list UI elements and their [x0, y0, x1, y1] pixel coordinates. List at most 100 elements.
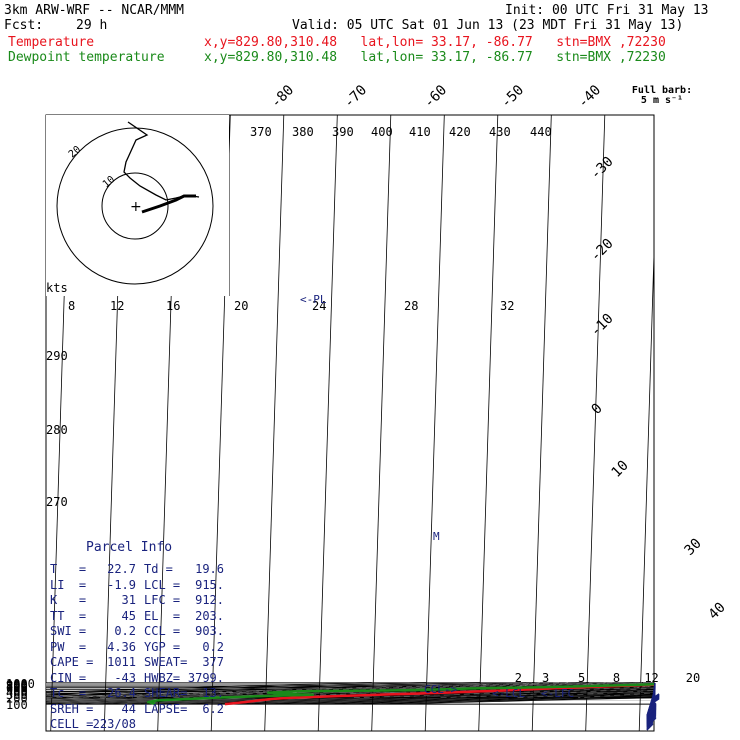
moist-adiabat [171, 682, 640, 699]
isotherm-label-40: 40 [706, 600, 729, 623]
parcel-value: 903. [195, 624, 224, 638]
mixing-ratio-line [637, 685, 654, 688]
theta-label-380: 380 [292, 125, 314, 139]
full-barb-line2: 5 m s⁻¹ [640, 95, 684, 106]
parcel-key: EL = [144, 608, 181, 623]
parcel-value: 13. [202, 686, 224, 700]
parcel-key: CCL = [144, 624, 181, 638]
moist-adiabat [353, 685, 654, 699]
parcel-key: SREH = [50, 701, 94, 716]
isotherm [371, 115, 392, 731]
parcel-key: LFC = [144, 593, 181, 607]
pressure-label-800: 800 [6, 679, 28, 693]
lcl-annotation: <-LCL [492, 687, 525, 700]
temperature-legend: Temperature [8, 35, 95, 50]
parcel-key: LCL = [144, 577, 181, 592]
parcel-key: YGP = [144, 639, 181, 654]
parcel-value: 22.7 [107, 562, 136, 576]
isotherm [585, 115, 606, 731]
parcel-value: 377 [202, 655, 224, 669]
dry-adiabat [46, 682, 372, 693]
parcel-key: T = [50, 562, 87, 576]
isotherm-label--30: -30 [588, 154, 617, 183]
ccl-annotation: CCL-> [424, 683, 457, 696]
dry-adiabat [196, 691, 654, 705]
hodograph-ring-1 [101, 172, 169, 240]
parcel-key: Tc = [50, 686, 87, 700]
isotherm-label--10: -10 [588, 311, 617, 340]
wind-barb-flag [646, 722, 654, 730]
dry-adiabat [140, 690, 654, 705]
parcel-value: 45 [121, 608, 136, 623]
parcel-value: 31 [121, 593, 136, 607]
forecast-hour: 29 h [76, 18, 108, 33]
wind-ring-label-16: 16 [166, 299, 180, 313]
adiabat-label-290: 290 [46, 349, 68, 363]
parcel-value: 223/08 [92, 717, 136, 731]
parcel-key: SHEAR= [144, 686, 188, 700]
isotherm [693, 115, 712, 731]
theta-label-420: 420 [449, 125, 471, 139]
mixing-ratio-label-12: 12 [644, 671, 658, 685]
dry-adiabat [279, 694, 654, 705]
dry-adiabat [168, 690, 654, 705]
adiabat-label-280: 280 [46, 423, 68, 437]
parcel-value: 26.4 [107, 686, 136, 700]
isotherm [531, 115, 552, 731]
moist-adiabat [516, 689, 654, 699]
isotherm-label--70: -70 [341, 82, 370, 111]
parcel-value: 19.6 [195, 562, 224, 576]
init-time: Init: 00 UTC Fri 31 May 13 [505, 3, 709, 18]
wind-ring-label-20: 20 [234, 299, 248, 313]
hodograph-ring-2 [56, 127, 214, 285]
parcel-value: 44 [121, 701, 136, 716]
wind-barb-low [652, 682, 656, 698]
dry-adiabat [46, 682, 481, 696]
parcel-value: 912. [195, 593, 224, 607]
isotherm-label-0: 0 [589, 401, 606, 418]
lfc-annotation: <-LFC [541, 687, 574, 700]
parcel-value: 3799. [187, 670, 224, 685]
mixing-ratio-label-5: 5 [578, 671, 585, 685]
wind-ring-label-kts: kts [46, 281, 68, 295]
parcel-value: 1011 [107, 655, 136, 669]
parcel-key: SWI = [50, 624, 87, 638]
parcel-value: 4.36 [107, 639, 136, 654]
parcel-info-title: Parcel Info [86, 540, 173, 555]
adiabat-label-270: 270 [46, 495, 68, 509]
parcel-key: CAPE = [50, 655, 94, 669]
pressure-label-600: 600 [6, 682, 28, 696]
mean-annotation: M [433, 530, 440, 543]
theta-label-430: 430 [489, 125, 511, 139]
parcel-key: SWEAT= [144, 655, 188, 669]
parcel-key: HWBZ= [144, 670, 181, 685]
full-barb-legend: Full barb: 5 m s⁻¹ [630, 86, 694, 106]
pressure-label-300: 300 [6, 688, 28, 702]
wind-barb-flag [646, 708, 654, 716]
parcel-key: TT = [50, 608, 87, 623]
wind-ring-label-28: 28 [404, 299, 418, 313]
parcel-key: Td = [144, 562, 173, 576]
wind-ring-label-24: 24 [312, 299, 326, 313]
temperature-location: x,y=829.80,310.48 lat,lon= 33.17, -86.77… [204, 35, 666, 50]
pressure-label-400: 400 [6, 685, 28, 699]
dry-adiabat [46, 682, 427, 695]
wind-barb-low-flag [652, 693, 660, 699]
parcel-value: 915. [195, 577, 224, 592]
parcel-value: 0.2 [114, 624, 136, 638]
wind-barbs [646, 682, 660, 731]
dewpoint-location: x,y=829.80,310.48 lat,lon= 33.17, -86.77… [204, 50, 666, 65]
parcel-key: LI = [50, 577, 87, 592]
wind-barb-flag [646, 720, 654, 727]
isotherm-label--20: -20 [588, 236, 617, 265]
pressure-label-700: 700 [6, 680, 28, 694]
wind-barb-flag [646, 719, 654, 726]
parcel-value: 0.2 [202, 639, 224, 654]
dewpoint-legend: Dewpoint temperature [8, 50, 165, 65]
valid-time: Valid: 05 UTC Sat 01 Jun 13 (23 MDT Fri … [292, 18, 684, 33]
model-title: 3km ARW-WRF -- NCAR/MMM [4, 3, 185, 18]
hodograph-origin: + [130, 199, 142, 215]
hodograph-background [46, 115, 229, 296]
moist-adiabat [46, 682, 533, 699]
